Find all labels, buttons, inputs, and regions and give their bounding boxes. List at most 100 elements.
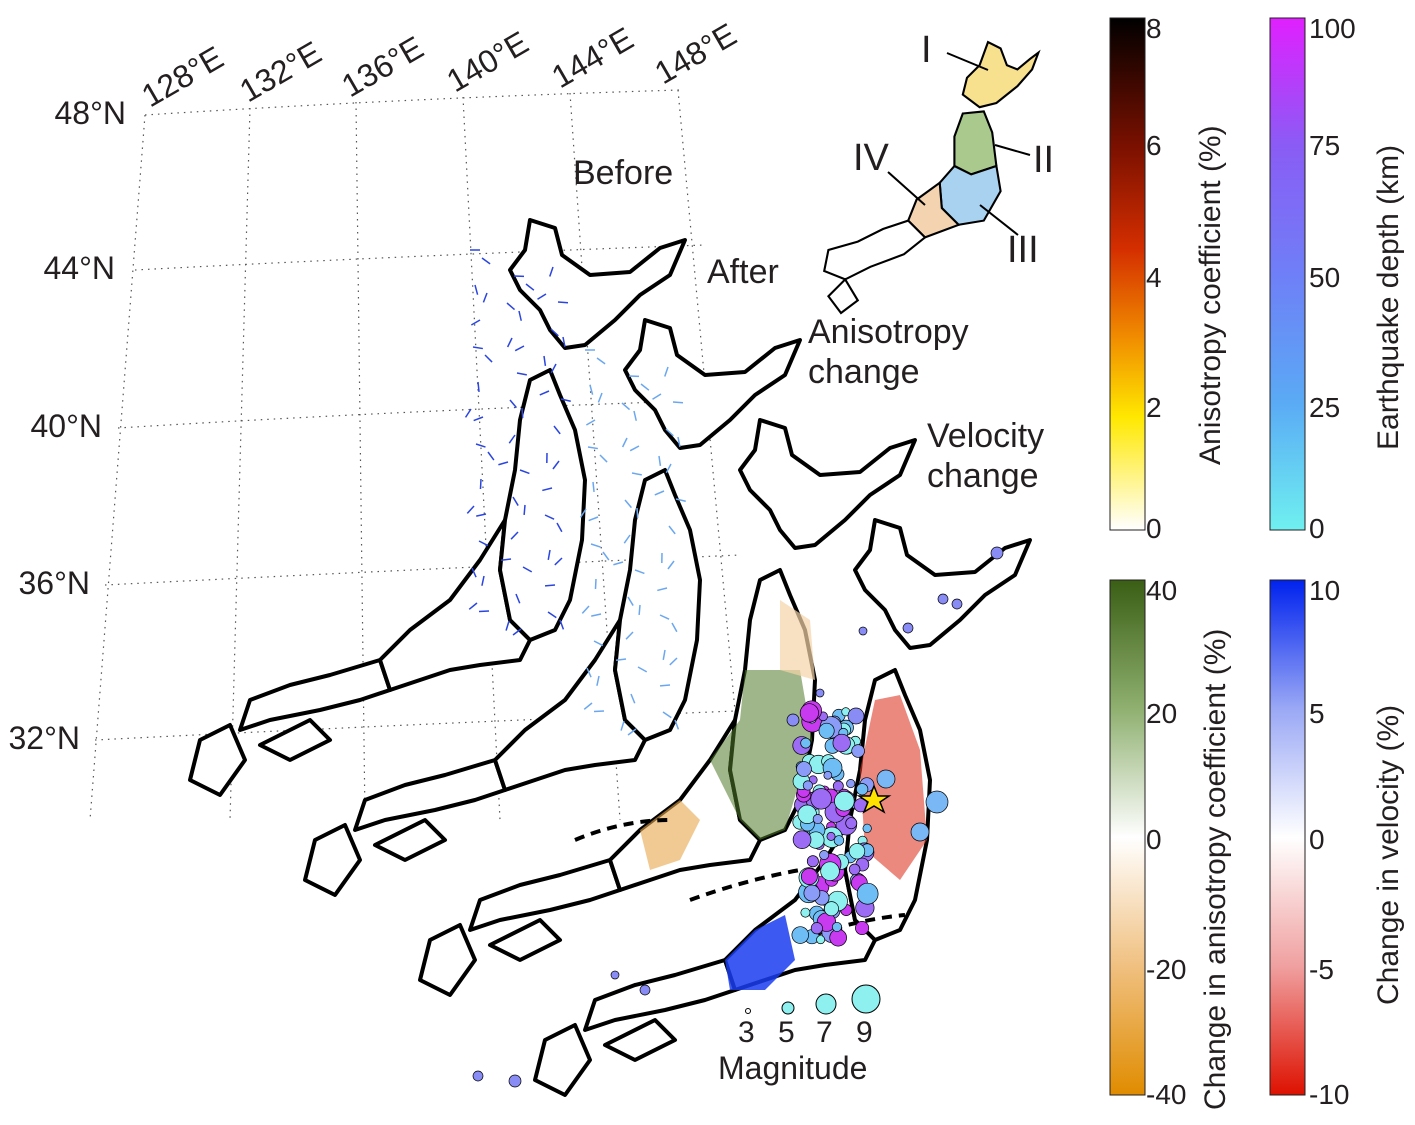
cbar-tick: -20 <box>1146 954 1186 985</box>
cbar-tick: 50 <box>1309 262 1340 293</box>
fast-direction-bar <box>615 658 627 661</box>
fast-direction-bar <box>659 684 671 687</box>
fast-direction-bar <box>658 455 662 467</box>
lon-label: 148°E <box>649 16 743 91</box>
earthquake-point <box>937 593 949 605</box>
earthquake-point <box>508 1074 522 1088</box>
fast-direction-bar <box>672 401 684 404</box>
fast-direction-bar <box>481 575 485 586</box>
magnitude-circle-3 <box>745 1008 751 1014</box>
fast-direction-bar <box>523 504 526 516</box>
fast-direction-bar <box>505 620 510 631</box>
earthquake-point <box>802 780 813 791</box>
title-line: change <box>927 457 1039 495</box>
fast-direction-bar <box>593 710 605 713</box>
region-arrow <box>994 144 1031 156</box>
earthquake-point <box>823 770 833 780</box>
fast-direction-bar <box>474 284 479 295</box>
region-arrow <box>946 52 989 71</box>
fast-direction-bar <box>547 549 551 560</box>
earthquake-point <box>824 901 839 917</box>
cbar-tick: 5 <box>1309 698 1325 729</box>
fast-direction-bar <box>623 534 631 544</box>
fast-direction-bar <box>591 613 602 617</box>
earthquake-point <box>796 761 812 777</box>
coastline <box>623 318 802 450</box>
region-west-japan <box>822 219 927 315</box>
fast-direction-bar <box>550 363 557 374</box>
fast-direction-bar <box>613 561 624 566</box>
colorbar-label: Anisotropy coefficient (%) <box>1194 125 1227 465</box>
earthquake-point <box>816 935 826 945</box>
region-label-ii: II <box>1033 139 1054 181</box>
fast-direction-bar <box>675 498 686 502</box>
region-arrow <box>979 204 1019 236</box>
magnitude-legend: 3 5 7 9 Magnitude <box>718 984 881 1086</box>
coastline <box>738 418 917 550</box>
fast-direction-bar <box>562 336 566 347</box>
lon-label: 144°E <box>546 20 640 95</box>
anisotropy-decrease-patch <box>780 600 815 680</box>
colorbar-label: Change in velocity (%) <box>1372 705 1405 1005</box>
cbar-tick: 75 <box>1309 130 1340 161</box>
fast-direction-bar <box>468 602 478 610</box>
fast-direction-bar <box>481 257 491 265</box>
coastline <box>508 218 687 350</box>
earthquake-point <box>855 921 870 936</box>
earthquake-point <box>792 830 812 849</box>
coastline <box>188 658 392 797</box>
cbar-tick: 4 <box>1146 262 1162 293</box>
region-label-iv: IV <box>853 137 890 179</box>
title-line: change <box>808 353 920 391</box>
fast-direction-bar <box>638 604 641 616</box>
fast-direction-bar <box>671 622 678 633</box>
fast-direction-bar <box>512 628 522 636</box>
anisotropy-decrease-patch <box>640 800 700 870</box>
earthquake-point <box>810 788 832 810</box>
fast-direction-bar <box>537 293 547 300</box>
earthquake-point <box>833 835 845 846</box>
fast-direction-bar <box>585 419 596 426</box>
fast-direction-bar <box>506 302 516 311</box>
fast-direction-bar <box>621 437 628 448</box>
fast-direction-bar <box>596 357 606 365</box>
fast-direction-bar <box>476 513 487 517</box>
cbar-tick: 2 <box>1146 392 1162 423</box>
longitude-labels: 128°E 132°E 136°E 140°E 144°E 148°E <box>136 16 743 114</box>
magnitude-value: 5 <box>778 1016 795 1049</box>
fast-direction-bar <box>621 402 631 411</box>
plate-boundary <box>574 818 671 842</box>
earthquake-point <box>800 737 812 749</box>
fast-direction-bar <box>487 451 495 461</box>
cbar-tick: 10 <box>1309 575 1340 606</box>
fast-direction-bar <box>518 310 522 321</box>
fast-direction-bar <box>669 657 678 666</box>
fast-direction-bar <box>552 460 560 470</box>
region-labels: I II III IV <box>853 29 1054 271</box>
colorbar-velocity-change: 10 5 0 -5 -10 Change in velocity (%) <box>1269 575 1405 1110</box>
fast-direction-bar <box>597 392 603 403</box>
fast-direction-bar <box>674 719 680 730</box>
earthquake-point <box>812 814 823 825</box>
cbar-tick: 100 <box>1309 13 1356 44</box>
cbar-tick: 6 <box>1146 130 1162 161</box>
region-label-i: I <box>921 29 932 71</box>
earthquake-point <box>851 744 865 758</box>
magnitude-value: 7 <box>816 1016 833 1049</box>
fast-direction-bar <box>652 393 662 400</box>
coastline <box>418 858 622 997</box>
earthquake-point <box>832 780 844 792</box>
fast-direction-bar <box>588 516 599 522</box>
magnitude-value: 9 <box>856 1016 873 1049</box>
fast-direction-bar <box>477 381 480 393</box>
fast-direction-bar <box>478 610 490 613</box>
fast-direction-bar <box>589 384 594 395</box>
fast-direction-bar <box>665 428 674 437</box>
region-ii-tohoku <box>953 110 998 176</box>
panel-titles: Before After Anisotropy change Velocity … <box>573 154 1044 495</box>
fast-direction-bar <box>549 266 554 277</box>
earthquake-point <box>799 703 819 723</box>
earthquake-point <box>610 970 620 980</box>
title-line: Anisotropy <box>808 313 969 351</box>
earthquake-point <box>846 779 856 789</box>
